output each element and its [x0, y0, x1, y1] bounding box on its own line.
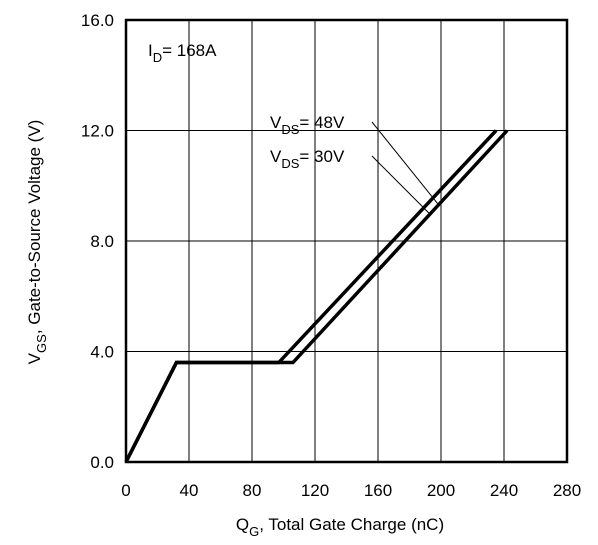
- series-lines: [124, 129, 509, 463]
- leader-line-48v: [371, 121, 439, 206]
- series-line-1: [124, 129, 498, 463]
- annotation-leaders: [371, 121, 439, 216]
- y-tick-label: 12.0: [81, 122, 114, 141]
- y-tick-label: 16.0: [81, 11, 114, 30]
- x-tick-label: 200: [427, 481, 455, 500]
- y-tick-label: 8.0: [90, 232, 114, 251]
- tick-labels: 0 40 80 120 160 200 240 280 0.0 4.0 8.0 12.0 16.0: [81, 11, 581, 500]
- x-tick-label: 120: [301, 481, 329, 500]
- leader-line-30v: [371, 155, 431, 216]
- x-tick-label: 0: [121, 481, 130, 500]
- y-tick-label: 0.0: [90, 453, 114, 472]
- condition-label: ID= 168A: [148, 41, 217, 65]
- x-tick-label: 160: [364, 481, 392, 500]
- y-axis-title: VGS, Gate-to-Source Voltage (V): [25, 120, 49, 365]
- series-label-vds-48v: VDS= 48V: [270, 113, 345, 137]
- x-tick-label: 280: [553, 481, 581, 500]
- x-tick-label: 40: [180, 481, 199, 500]
- y-tick-label: 4.0: [90, 343, 114, 362]
- x-axis-title: QG, Total Gate Charge (nC): [236, 515, 444, 539]
- series-label-vds-30v: VDS= 30V: [270, 147, 345, 171]
- plot-frame: [124, 18, 569, 464]
- x-tick-label: 240: [490, 481, 518, 500]
- x-tick-label: 80: [243, 481, 262, 500]
- grid-lines: [126, 20, 567, 462]
